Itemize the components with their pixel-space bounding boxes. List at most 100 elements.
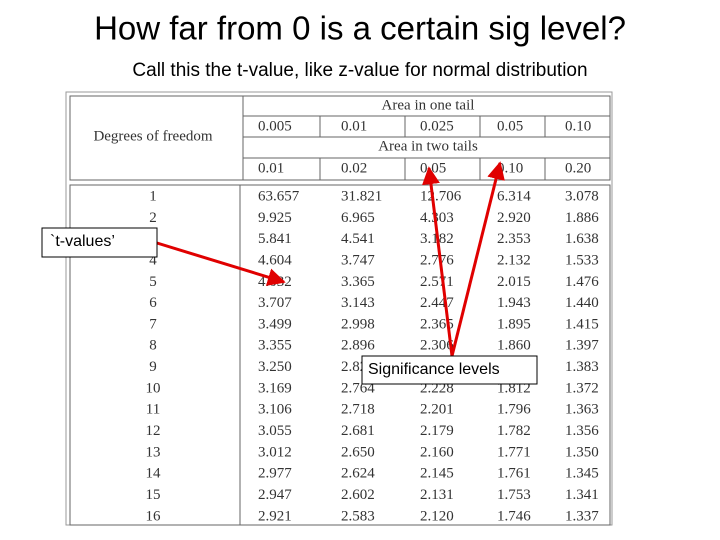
t-value-cell: 1.345 [565, 466, 599, 482]
t-value-cell: 2.132 [497, 252, 531, 268]
callout-text: Significance levels [368, 361, 500, 378]
t-value-cell: 1.753 [497, 487, 531, 503]
t-value-cell: 5.841 [258, 231, 292, 247]
one-tail-level: 0.10 [565, 118, 591, 134]
t-value-cell: 3.143 [341, 295, 375, 311]
df-cell: 12 [146, 423, 161, 439]
t-value-cell: 1.356 [565, 423, 599, 439]
t-value-cell: 3.355 [258, 338, 292, 354]
t-value-cell: 2.921 [258, 508, 292, 524]
t-value-cell: 1.533 [565, 252, 599, 268]
two-tail-level: 0.10 [497, 160, 523, 176]
t-value-cell: 3.055 [258, 423, 292, 439]
t-value-cell: 1.383 [565, 359, 599, 375]
body-box [69, 184, 611, 526]
df-cell: 2 [149, 210, 157, 226]
callout-box [41, 227, 158, 258]
t-value-cell: 1.895 [497, 316, 531, 332]
t-value-cell: 6.314 [497, 188, 531, 204]
one-tail-level: 0.01 [341, 118, 367, 134]
title: How far from 0 is a certain sig level? [94, 10, 626, 47]
t-value-cell: 3.707 [258, 295, 292, 311]
two-tail-level: 0.01 [258, 160, 284, 176]
t-value-cell: 2.145 [420, 466, 454, 482]
t-value-cell: 1.415 [565, 316, 599, 332]
t-value-cell: 2.650 [341, 444, 375, 460]
t-value-cell: 1.761 [497, 466, 531, 482]
t-value-cell: 1.886 [565, 210, 599, 226]
df-cell: 7 [149, 316, 157, 332]
callout-box [361, 355, 538, 385]
t-value-cell: 1.746 [497, 508, 531, 524]
t-value-cell: 2.120 [420, 508, 454, 524]
t-value-cell: 3.499 [258, 316, 292, 332]
t-value-cell: 3.106 [258, 402, 292, 418]
t-value-cell: 2.201 [420, 402, 454, 418]
t-value-cell: 4.604 [258, 252, 292, 268]
df-cell: 13 [146, 444, 161, 460]
t-value-cell: 12.706 [420, 188, 462, 204]
arrow [156, 241, 286, 286]
t-value-cell: 1.771 [497, 444, 531, 460]
arrow [422, 166, 454, 357]
t-value-cell: 2.624 [341, 466, 375, 482]
t-value-cell: 4.303 [420, 210, 454, 226]
t-value-cell: 2.977 [258, 466, 292, 482]
t-value-cell: 1.860 [497, 338, 531, 354]
t-value-cell: 2.776 [420, 252, 454, 268]
t-value-cell: 1.337 [565, 508, 599, 524]
t-value-cell: 1.782 [497, 423, 531, 439]
one-tail-level: 0.05 [497, 118, 523, 134]
df-cell: 16 [146, 508, 162, 524]
t-value-cell: 2.015 [497, 274, 531, 290]
t-value-cell: 31.821 [341, 188, 382, 204]
t-value-cell: 1.440 [565, 295, 599, 311]
t-value-cell: 2.896 [341, 338, 375, 354]
t-value-cell: 1.363 [565, 402, 599, 418]
t-value-cell: 2.160 [420, 444, 454, 460]
df-cell: 8 [149, 338, 157, 354]
subtitle: Call this the t-value, like z-value for … [132, 60, 587, 81]
t-value-cell: 2.353 [497, 231, 531, 247]
t-value-cell: 1.943 [497, 295, 531, 311]
t-value-cell: 2.131 [420, 487, 454, 503]
t-value-cell: 3.250 [258, 359, 292, 375]
t-value-cell: 1.397 [565, 338, 599, 354]
t-table: Degrees of freedom Area in one tail Area… [65, 91, 613, 526]
t-value-cell: 3.012 [258, 444, 292, 460]
df-cell: 6 [149, 295, 157, 311]
t-value-cell: 1.341 [565, 487, 599, 503]
t-value-cell: 2.718 [341, 402, 375, 418]
t-value-cell: 1.350 [565, 444, 599, 460]
two-tail-level: 0.20 [565, 160, 591, 176]
df-cell: 4 [149, 252, 157, 268]
t-value-cell: 2.447 [420, 295, 454, 311]
one-tail-header: Area in one tail [382, 97, 475, 113]
df-cell: 5 [149, 274, 157, 290]
t-value-cell: 63.657 [258, 188, 300, 204]
t-value-cell: 6.965 [341, 210, 375, 226]
header-box [69, 95, 611, 181]
t-value-cell: 2.583 [341, 508, 375, 524]
t-value-cell: 4.541 [341, 231, 375, 247]
callout-text: `t-values’ [50, 233, 115, 250]
t-value-cell: 2.179 [420, 423, 454, 439]
table-frame [65, 91, 613, 526]
t-value-cell: 9.925 [258, 210, 292, 226]
df-cell: 11 [146, 402, 160, 418]
df-cell: 1 [149, 188, 157, 204]
t-value-cell: 2.920 [497, 210, 531, 226]
two-tail-level: 0.05 [420, 160, 446, 176]
df-cell: 14 [146, 466, 162, 482]
t-value-cell: 2.306 [420, 338, 454, 354]
t-value-cell: 3.747 [341, 252, 375, 268]
two-tail-header: Area in two tails [378, 138, 478, 154]
t-value-cell: 1.476 [565, 274, 599, 290]
df-cell: 10 [146, 380, 161, 396]
t-value-cell: 2.681 [341, 423, 375, 439]
arrow [450, 161, 505, 357]
t-value-cell: 2.998 [341, 316, 375, 332]
t-value-cell: 1.638 [565, 231, 599, 247]
t-value-cell: 2.602 [341, 487, 375, 503]
